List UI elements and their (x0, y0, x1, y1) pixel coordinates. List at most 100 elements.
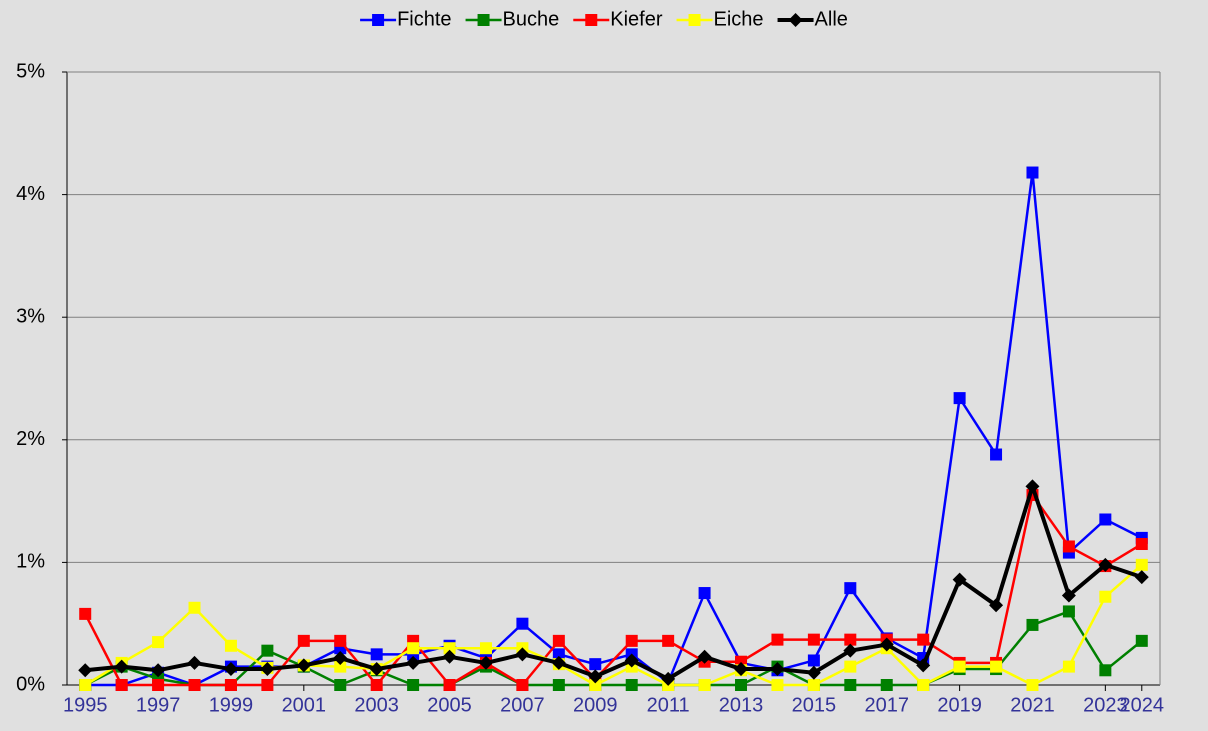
point-marker (296, 658, 311, 673)
point-marker (369, 662, 384, 677)
point-marker (734, 662, 749, 677)
point-marker (990, 660, 1003, 673)
x-tick-label: 2009 (573, 694, 618, 716)
x-tick-label: 2023 (1083, 694, 1128, 716)
point-marker (188, 601, 201, 614)
point-marker (589, 658, 602, 671)
point-marker (1062, 605, 1075, 618)
point-marker (1062, 660, 1075, 673)
point-marker (261, 644, 274, 657)
point-marker (880, 679, 893, 691)
point-marker (297, 634, 310, 647)
x-tick-label: 2024 (1120, 694, 1165, 716)
point-marker (1026, 166, 1039, 179)
point-marker (187, 655, 202, 670)
point-marker (551, 655, 566, 670)
point-marker (151, 663, 166, 678)
x-tick-label: 1999 (209, 694, 254, 716)
point-marker (188, 679, 201, 691)
point-marker (152, 679, 165, 691)
point-marker (443, 679, 456, 691)
point-marker (152, 636, 165, 649)
y-tick-label: 2% (16, 428, 45, 450)
point-marker (698, 587, 711, 600)
point-marker (625, 679, 638, 691)
point-marker (333, 651, 348, 666)
point-marker (588, 669, 603, 684)
x-tick-label: 2013 (719, 694, 764, 716)
point-marker (223, 662, 238, 677)
x-tick-label: 2011 (647, 694, 690, 716)
point-marker (1099, 590, 1112, 603)
point-marker (807, 679, 820, 691)
point-marker (552, 679, 565, 691)
x-tick-label: 2007 (500, 694, 545, 716)
point-marker (879, 637, 894, 652)
point-marker (698, 679, 711, 691)
point-marker (79, 607, 92, 620)
point-marker (552, 648, 565, 661)
point-marker (1099, 513, 1112, 526)
point-marker (407, 679, 420, 691)
point-marker (844, 660, 857, 673)
point-marker (1062, 540, 1075, 553)
point-marker (1135, 634, 1148, 647)
point-marker (953, 660, 966, 673)
series-line (84, 563, 1143, 687)
point-marker (661, 671, 676, 686)
point-marker (916, 658, 931, 673)
point-marker (478, 655, 493, 670)
point-marker (261, 679, 274, 691)
point-marker (770, 662, 785, 677)
x-tick-label: 2017 (865, 694, 910, 716)
point-marker (589, 679, 602, 691)
y-tick-label: 3% (16, 305, 45, 327)
point-marker (843, 643, 858, 658)
point-marker (625, 634, 638, 647)
x-tick-label: 2005 (427, 694, 472, 716)
legend-label: Eiche (714, 8, 764, 30)
point-marker (990, 448, 1003, 461)
point-marker (1098, 557, 1113, 572)
series-line (84, 493, 1143, 687)
point-marker (442, 649, 457, 664)
point-marker (1026, 679, 1039, 691)
legend: Fichte Buche Kiefer Eiche Alle (360, 8, 848, 30)
point-marker (334, 660, 347, 673)
y-tick-label: 5% (16, 60, 45, 82)
point-marker (807, 633, 820, 646)
point-marker (952, 572, 967, 587)
point-marker (624, 653, 639, 668)
x-tick-label: 2021 (1010, 694, 1055, 716)
point-marker (1135, 538, 1148, 551)
point-marker (115, 679, 128, 691)
point-marker (807, 654, 820, 667)
point-marker (771, 679, 784, 691)
point-marker (516, 617, 529, 630)
point-marker (989, 598, 1004, 613)
legend-marker (372, 14, 385, 26)
point-marker (771, 633, 784, 646)
x-tick-label: 2019 (937, 694, 982, 716)
legend-marker (585, 14, 598, 26)
point-marker (735, 679, 748, 691)
point-marker (370, 679, 383, 691)
point-marker (334, 679, 347, 691)
y-tick-label: 0% (16, 673, 45, 695)
point-marker (515, 647, 530, 662)
point-marker (806, 665, 821, 680)
point-marker (78, 663, 93, 678)
point-marker (552, 634, 565, 647)
point-marker (844, 679, 857, 691)
point-marker (260, 662, 275, 677)
point-marker (407, 642, 420, 655)
point-marker (370, 648, 383, 661)
legend-marker (477, 14, 490, 26)
point-marker (516, 679, 529, 691)
y-tick-label: 4% (16, 183, 45, 205)
point-marker (1134, 570, 1149, 585)
point-marker (1025, 479, 1040, 494)
x-tick-label: 1997 (136, 694, 181, 716)
